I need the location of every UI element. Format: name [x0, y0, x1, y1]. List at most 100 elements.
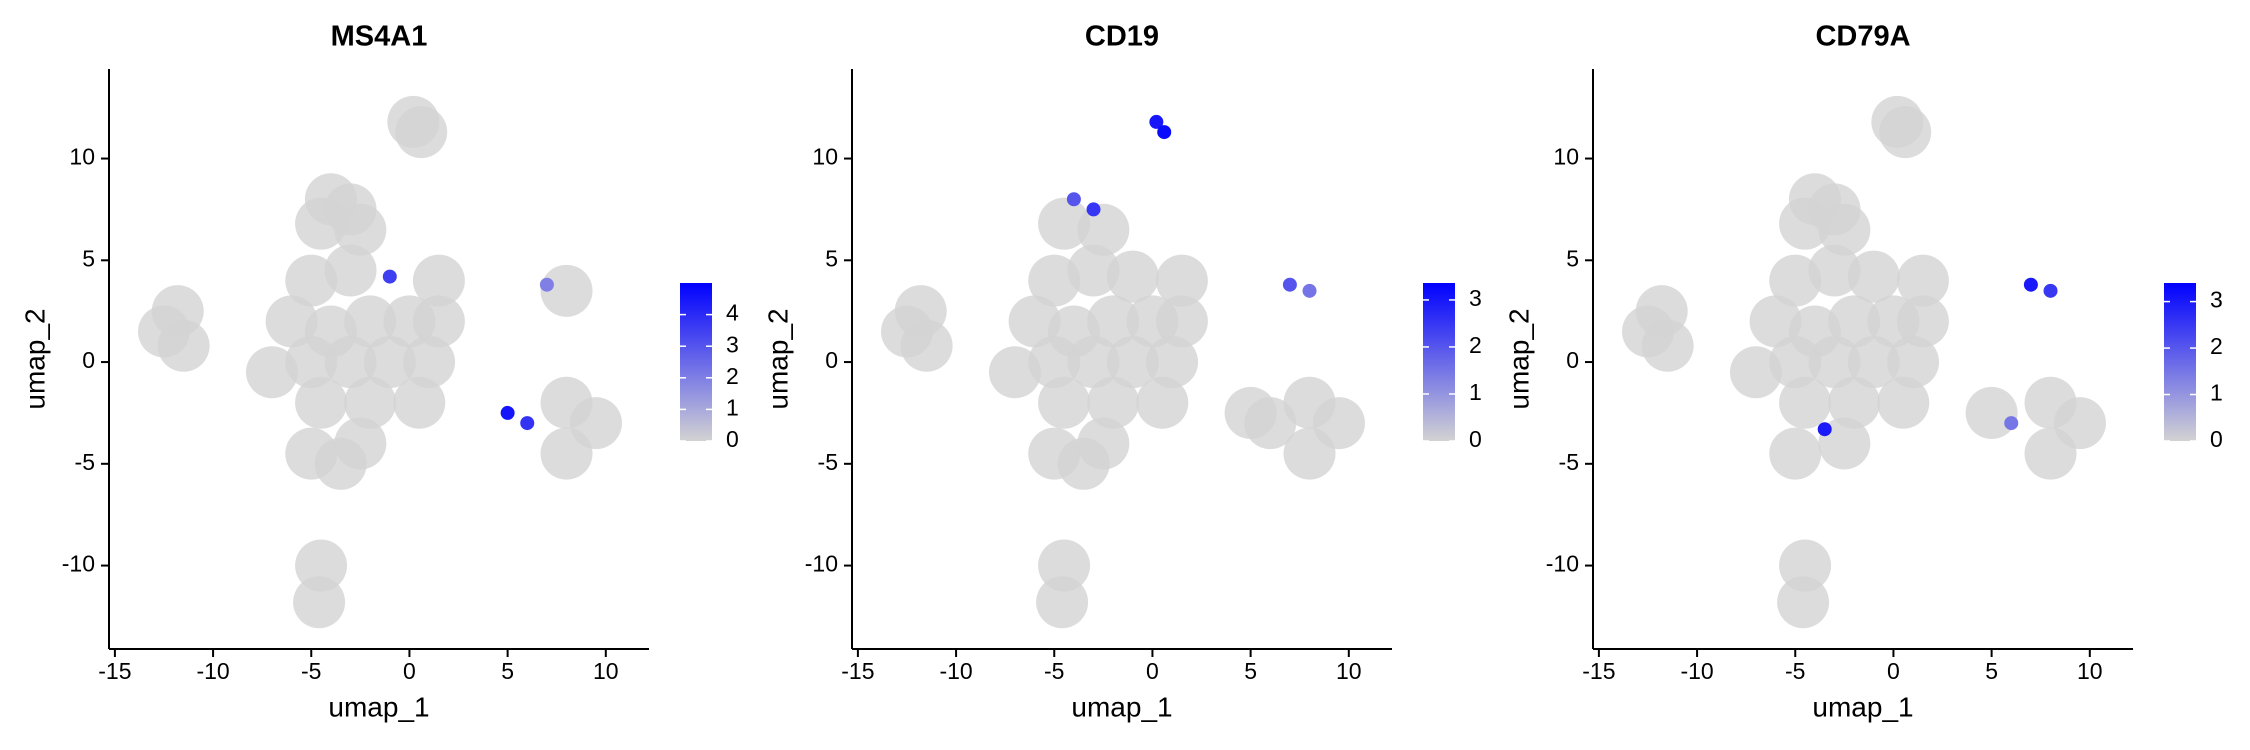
cell-point — [1283, 427, 1336, 480]
cell-point — [1106, 336, 1159, 389]
cell-point — [1641, 319, 1694, 372]
cell-point — [1038, 376, 1091, 429]
y-tick-label: -10 — [805, 551, 838, 577]
x-tick-label: 0 — [1887, 658, 1900, 684]
x-tick-label: -15 — [1582, 658, 1615, 684]
cell-point — [285, 254, 338, 307]
y-tick-label: -5 — [1559, 449, 1579, 475]
cell-point — [1828, 376, 1881, 429]
y-tick-label: 5 — [82, 245, 95, 271]
y-tick-label: 5 — [1566, 245, 1579, 271]
cell-point — [1146, 336, 1199, 389]
cell-point — [1769, 336, 1822, 389]
y-tick-label: 10 — [1553, 144, 1579, 170]
cell-point — [1282, 277, 1297, 292]
colorbar-label: 1 — [2210, 380, 2223, 406]
cell-point — [1155, 295, 1208, 348]
cell-point — [2043, 283, 2058, 298]
colorbar-label: 3 — [2210, 287, 2223, 313]
cell-point — [412, 254, 465, 307]
cell-point — [1106, 250, 1159, 303]
cell-point — [1729, 346, 1782, 399]
panel: CD19 -15 -10 -5 0 5 10 -10 -5 0 5 10 umap_1 umap_2 0 1 2… — [762, 21, 1481, 723]
x-tick-label: -15 — [841, 658, 874, 684]
cell-point — [1879, 106, 1932, 159]
cell-point — [1087, 376, 1140, 429]
cell-point — [1077, 417, 1130, 470]
x-axis-label: umap_1 — [328, 691, 429, 722]
x-tick-label: 0 — [1146, 658, 1159, 684]
cell-point — [1224, 386, 1277, 439]
cell-point — [1847, 250, 1900, 303]
x-tick-label: 0 — [403, 658, 416, 684]
cell-point — [1077, 203, 1130, 256]
colorbar-label: 3 — [726, 331, 739, 357]
cell-point — [1067, 336, 1120, 389]
x-axis-label: umap_1 — [1071, 691, 1172, 722]
colorbar-label: 2 — [726, 363, 739, 389]
colorbar-label: 2 — [2210, 333, 2223, 359]
cell-point — [1769, 427, 1822, 480]
x-tick-label: 5 — [1985, 658, 1998, 684]
chart-title: CD79A — [1815, 21, 1910, 53]
cell-point — [285, 336, 338, 389]
chart-title: CD19 — [1085, 21, 1159, 53]
y-tick-label: -5 — [75, 449, 95, 475]
cell-point — [1808, 244, 1861, 297]
colorbar-label: 4 — [726, 300, 739, 326]
cell-point — [1028, 336, 1081, 389]
cell-point — [1896, 254, 1949, 307]
cell-point — [1779, 376, 1832, 429]
colorbar — [680, 283, 712, 441]
cell-point — [520, 416, 535, 431]
y-tick-label: 0 — [1566, 347, 1579, 373]
cell-point — [1779, 539, 1832, 592]
cell-point — [1896, 295, 1949, 348]
y-axis-label: umap_2 — [19, 308, 50, 409]
cell-point — [1777, 576, 1830, 629]
cell-point — [382, 269, 397, 284]
panel: CD79A -15 -10 -5 0 5 10 -10 -5 0 5 10 umap_1 umap_2 0 1… — [1503, 21, 2222, 723]
cell-point — [1779, 197, 1832, 250]
cell-point — [1155, 254, 1208, 307]
x-tick-label: -5 — [1785, 658, 1805, 684]
cell-point — [395, 106, 448, 159]
colorbar-label: 0 — [1469, 426, 1482, 452]
cell-point — [295, 539, 348, 592]
x-tick-label: -10 — [939, 658, 972, 684]
cell-point — [1066, 192, 1081, 207]
cell-point — [988, 346, 1041, 399]
y-tick-label: -10 — [62, 551, 95, 577]
cell-point — [2024, 427, 2077, 480]
y-tick-label: 0 — [825, 347, 838, 373]
x-tick-label: 10 — [1336, 658, 1362, 684]
cell-point — [403, 336, 456, 389]
colorbar — [2164, 283, 2196, 441]
cell-point — [1149, 114, 1164, 129]
cell-point — [1818, 203, 1871, 256]
cell-point — [540, 427, 593, 480]
cell-point — [344, 295, 397, 348]
cell-point — [1769, 254, 1822, 307]
x-tick-label: -5 — [301, 658, 321, 684]
cell-point — [324, 336, 377, 389]
colorbar-label: 0 — [726, 426, 739, 452]
y-axis-label: umap_2 — [1503, 308, 1534, 409]
x-tick-label: -10 — [196, 658, 229, 684]
y-tick-label: 10 — [812, 144, 838, 170]
cell-point — [1067, 244, 1120, 297]
y-tick-label: -5 — [818, 449, 838, 475]
cell-point — [1847, 336, 1900, 389]
cell-point — [540, 264, 593, 317]
x-axis-label: umap_1 — [1812, 691, 1913, 722]
cell-point — [393, 376, 446, 429]
cell-point — [1877, 376, 1930, 429]
x-tick-label: -15 — [98, 658, 131, 684]
y-tick-label: 0 — [82, 347, 95, 373]
x-tick-label: 5 — [501, 658, 514, 684]
cell-point — [157, 319, 210, 372]
cell-point — [295, 376, 348, 429]
colorbar-label: 0 — [2210, 426, 2223, 452]
cell-point — [1136, 376, 1189, 429]
